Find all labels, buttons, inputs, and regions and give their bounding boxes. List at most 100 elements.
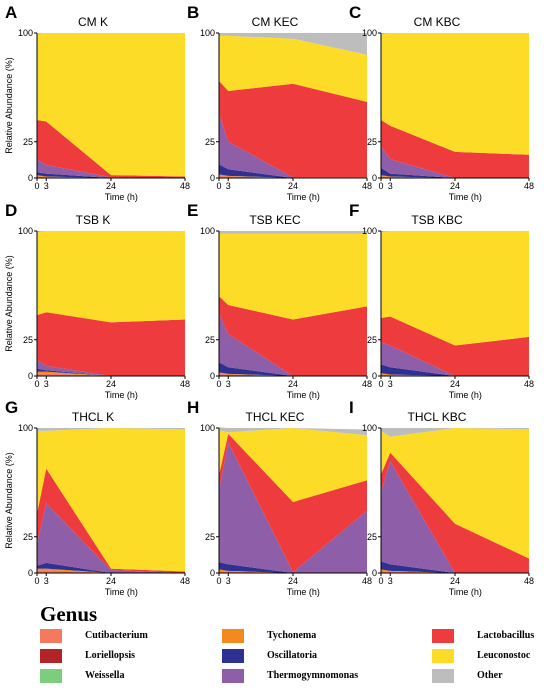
area-cutibacterium [37, 570, 185, 573]
area-tychonema [37, 568, 185, 573]
area-thermogymnomonas [219, 313, 367, 376]
area-other [219, 33, 367, 55]
legend-swatch [222, 649, 244, 663]
area-lactobacillus [219, 296, 367, 376]
area-oscillatoria [381, 364, 529, 376]
legend-label: Other [477, 670, 503, 681]
area-lactobacillus [219, 433, 367, 573]
x-axis-label: Time (h) [287, 192, 320, 202]
x-tick-label: 48 [180, 181, 190, 191]
area-leuconostoc [37, 33, 185, 177]
area-thermogymnomonas [37, 159, 185, 178]
area-thermogymnomonas [37, 503, 185, 573]
x-axis-label: Time (h) [105, 192, 138, 202]
area-tychonema [37, 175, 185, 178]
area-lactobacillus [37, 468, 185, 573]
y-tick-label: 100 [18, 423, 33, 433]
x-tick-label: 0 [378, 379, 383, 389]
x-tick-label: 24 [288, 576, 298, 586]
y-tick-label: 0 [28, 173, 33, 183]
legend-swatch [432, 669, 454, 683]
panel-title: THCL KEC [246, 410, 305, 424]
x-axis-label: Time (h) [105, 390, 138, 400]
legend-swatch [40, 649, 62, 663]
x-tick-label: 0 [378, 181, 383, 191]
panel-title: CM KBC [414, 15, 461, 29]
legend-label: Thermogymnomonas [267, 670, 359, 681]
legend-label: Cutibacterium [85, 630, 148, 641]
x-tick-label: 48 [180, 379, 190, 389]
y-tick-label: 25 [367, 532, 377, 542]
x-tick-label: 48 [362, 379, 372, 389]
x-tick-label: 24 [106, 181, 116, 191]
area-oscillatoria [219, 562, 367, 573]
y-tick-label: 0 [210, 568, 215, 578]
y-tick-label: 0 [210, 371, 215, 381]
area-leuconostoc [219, 428, 367, 502]
y-tick-label: 25 [205, 532, 215, 542]
y-tick-label: 0 [372, 173, 377, 183]
x-tick-label: 0 [216, 379, 221, 389]
x-tick-label: 24 [288, 181, 298, 191]
area-other [381, 428, 529, 437]
x-tick-label: 3 [388, 379, 393, 389]
area-tychonema [219, 372, 367, 376]
panel-title: THCL K [72, 410, 114, 424]
area-thermogymnomonas [381, 342, 529, 376]
area-leuconostoc [219, 233, 367, 320]
x-tick-label: 3 [226, 181, 231, 191]
panel-letter: H [187, 398, 199, 417]
x-tick-label: 48 [524, 379, 534, 389]
x-tick-label: 3 [44, 379, 49, 389]
y-axis-label: Relative Abundance (%) [4, 57, 14, 154]
x-tick-label: 0 [216, 181, 221, 191]
area-leuconostoc [381, 33, 529, 155]
area-thermogymnomonas [381, 146, 529, 178]
panel-title: TSB K [76, 213, 111, 227]
area-cutibacterium [381, 570, 529, 573]
y-tick-label: 100 [200, 423, 215, 433]
y-tick-label: 25 [367, 137, 377, 147]
area-thermogymnomonas [219, 113, 367, 178]
area-oscillatoria [37, 368, 185, 376]
y-tick-label: 25 [23, 335, 33, 345]
panel-letter: A [5, 3, 17, 22]
y-tick-label: 0 [372, 371, 377, 381]
x-tick-label: 0 [34, 181, 39, 191]
area-cutibacterium [37, 373, 185, 376]
panel-letter: G [5, 398, 18, 417]
panel-letter: I [349, 398, 354, 417]
x-tick-label: 48 [524, 576, 534, 586]
genus-legend: Genus Cutibacterium Tychonema Lactobacillu… [0, 600, 550, 699]
x-tick-label: 3 [226, 576, 231, 586]
legend-swatch [432, 649, 454, 663]
area-lactobacillus [381, 120, 529, 178]
x-axis-label: Time (h) [287, 587, 320, 597]
legend-label: Lactobacillus [477, 630, 535, 641]
y-tick-label: 0 [372, 568, 377, 578]
area-oscillatoria [37, 172, 185, 178]
x-tick-label: 3 [388, 181, 393, 191]
legend-label: Oscillatoria [267, 650, 317, 661]
area-lactobacillus [381, 452, 529, 573]
panel-letter: C [349, 3, 361, 22]
x-tick-label: 3 [226, 379, 231, 389]
area-other [219, 427, 367, 436]
panel-letter: D [5, 201, 17, 220]
x-axis-label: Time (h) [287, 390, 320, 400]
area-lactobacillus [219, 80, 367, 178]
y-tick-label: 25 [205, 335, 215, 345]
y-tick-label: 100 [200, 28, 215, 38]
x-tick-label: 24 [288, 379, 298, 389]
panel-title: CM K [78, 15, 108, 29]
area-cutibacterium [219, 373, 367, 376]
area-cutibacterium [219, 175, 367, 178]
